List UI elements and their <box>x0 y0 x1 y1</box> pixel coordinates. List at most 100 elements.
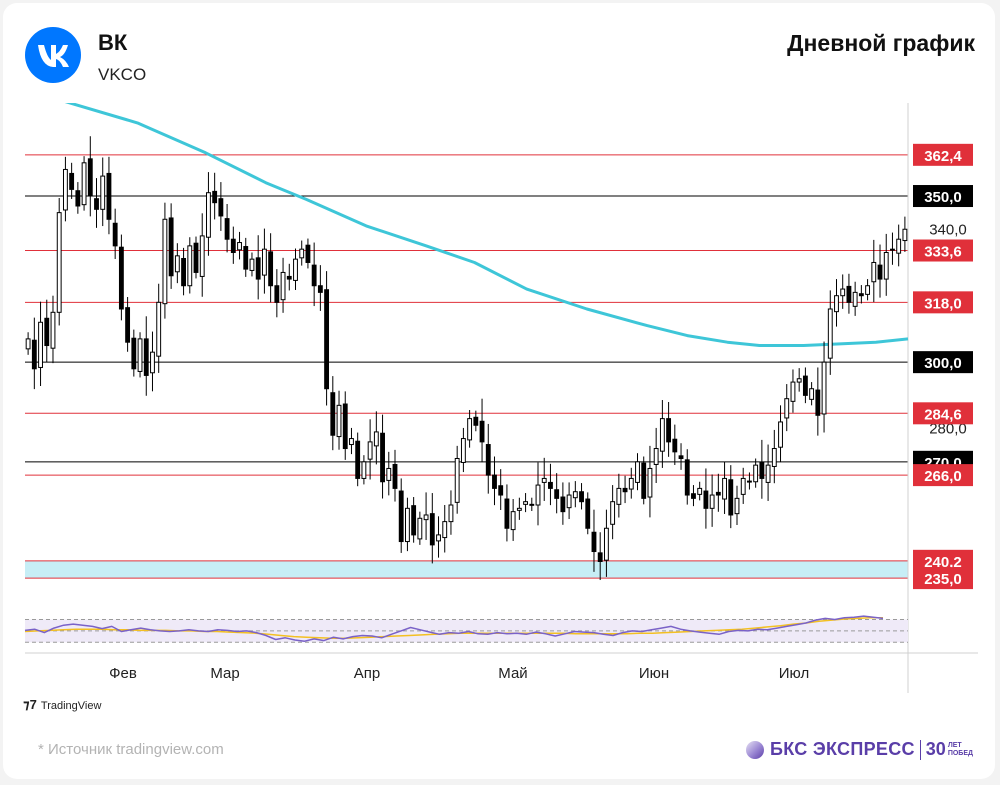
candle-body <box>498 485 504 496</box>
candle-body <box>622 487 628 493</box>
level-label-4: 300,0 <box>924 355 962 372</box>
level-label-bg-1 <box>913 185 973 208</box>
candle-body <box>840 288 846 297</box>
candle-body <box>305 244 311 263</box>
candle-body <box>442 521 448 539</box>
candle-body <box>734 497 740 515</box>
candle-body <box>448 504 454 523</box>
candle-body <box>560 496 566 513</box>
candle-body <box>429 513 435 546</box>
candle-body <box>193 242 199 273</box>
candle-body <box>691 493 696 499</box>
candle-body <box>647 467 653 498</box>
candle-body <box>504 498 510 529</box>
anniversary-text: ЛЕТ ПОБЕД <box>948 742 973 758</box>
x-tick-label: Апр <box>354 665 380 682</box>
x-tick-label: Июл <box>779 665 809 682</box>
x-tick-label: Июн <box>639 665 669 682</box>
candle-body <box>684 459 690 496</box>
candle-body <box>628 477 634 490</box>
candle-body <box>355 440 361 479</box>
candle-body <box>603 527 609 561</box>
rsi-line <box>24 615 884 642</box>
candle-body <box>883 252 889 280</box>
candle-body <box>678 455 684 459</box>
candle-body <box>890 248 895 251</box>
candle-body <box>896 238 902 254</box>
level-label-bg-5 <box>913 402 973 425</box>
vk-logo-icon <box>38 45 69 67</box>
vk-logo <box>25 27 81 83</box>
candle-body <box>585 498 591 529</box>
candle-body <box>641 462 647 499</box>
support-zone <box>25 560 908 579</box>
candle-body <box>392 463 398 489</box>
candle-body <box>666 418 672 443</box>
candle-body <box>784 398 790 419</box>
candle-body <box>81 162 87 206</box>
candle-body <box>367 441 373 460</box>
company-name: ВК <box>98 30 128 55</box>
level-label-bg-7 <box>913 464 973 487</box>
candle-body <box>87 158 93 197</box>
candle-body <box>554 489 560 499</box>
candle-body <box>653 448 659 465</box>
candle-body <box>361 461 367 479</box>
candle-body <box>529 503 535 506</box>
candle-body <box>50 311 56 349</box>
candle-body <box>858 293 864 297</box>
source-note: * Источник tradingview.com <box>38 741 224 758</box>
candle-body <box>492 474 497 489</box>
x-tick-label: Май <box>498 665 527 682</box>
candle-body <box>44 317 50 347</box>
candle-body <box>411 505 417 536</box>
candle-body <box>834 295 839 313</box>
tradingview-icon: ⁊7 <box>23 697 37 712</box>
bcs-brand-label: БКС ЭКСПРЕСС <box>770 739 915 759</box>
candle-body <box>349 438 354 446</box>
candle-body <box>579 491 584 503</box>
candle-body <box>249 258 255 271</box>
candle-body <box>230 238 236 254</box>
candle-body <box>100 175 106 210</box>
candle-body <box>143 338 149 376</box>
level-label-bg-4 <box>913 351 973 374</box>
chart-area: 340,0 280,0 362,4 350,0 333,6 318,0 300,0 284,6… <box>3 103 978 693</box>
candle-body <box>56 212 62 313</box>
level-label-bg-2 <box>913 239 973 262</box>
price-chart: 340,0 280,0 362,4 350,0 333,6 318,0 300,0 284,6… <box>24 103 978 693</box>
candle-body <box>373 431 379 447</box>
level-label-7: 266,0 <box>924 468 962 485</box>
candle-body <box>398 490 404 543</box>
tradingview-logo: ⁊7 TradingView <box>23 697 101 713</box>
candle-body <box>535 484 541 506</box>
candle-body <box>417 517 423 540</box>
candle-body <box>473 416 479 426</box>
moving-average-line <box>64 103 909 347</box>
candle-body <box>131 337 137 370</box>
candle-body <box>137 338 143 372</box>
level-label-bg-0 <box>913 143 973 166</box>
y-tick-label: 340,0 <box>929 221 967 238</box>
candle-body <box>485 444 491 476</box>
candle-body <box>386 467 392 481</box>
candle-body <box>454 457 460 503</box>
x-tick-label: Мар <box>210 665 239 682</box>
candle-body <box>299 248 305 259</box>
anniversary-number: 30 <box>925 739 946 759</box>
candle-body <box>865 285 871 295</box>
level-label-bg-9 <box>913 567 973 590</box>
candle-body <box>206 192 211 238</box>
candle-body <box>728 479 734 516</box>
candle-body <box>25 338 31 350</box>
candle-body <box>181 257 186 287</box>
candle-body <box>815 389 821 416</box>
candle-body <box>168 217 174 277</box>
anniversary-text-2: ПОБЕД <box>947 749 973 757</box>
candle-body <box>616 487 622 505</box>
level-label-9: 235,0 <box>924 571 962 588</box>
candle-body <box>722 477 727 500</box>
candle-body <box>150 351 155 374</box>
candle-body <box>187 245 193 287</box>
candle-body <box>572 491 578 499</box>
